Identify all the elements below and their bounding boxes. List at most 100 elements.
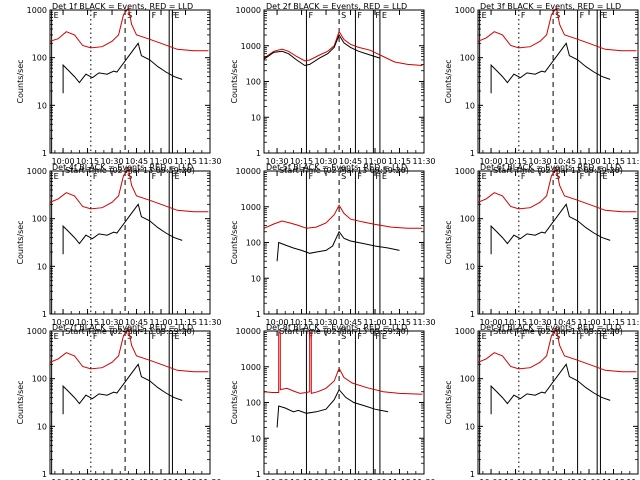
y-axis-label: Counts/sec <box>16 59 25 103</box>
x-tick-label: 10:15 <box>76 478 99 480</box>
x-tick-label: 11:15 <box>174 157 197 166</box>
y-tick-label: 10000 <box>236 327 261 336</box>
lld-series-line <box>49 327 209 373</box>
x-tick-label: 10:15 <box>290 318 313 327</box>
y-tick-label: 100 <box>246 239 261 248</box>
x-tick-label: 10:30 <box>315 157 338 166</box>
interval-marker-label: E <box>54 172 59 181</box>
y-tick-label: 10 <box>251 434 261 443</box>
y-tick-label: 10 <box>465 422 475 431</box>
y-tick-label: 1000 <box>455 327 475 336</box>
y-axis-label: Counts/sec <box>444 59 453 103</box>
plot-frame <box>477 330 639 475</box>
y-tick-label: 100 <box>32 54 47 63</box>
x-tick-label: 10:45 <box>339 478 362 480</box>
interval-marker-label: E <box>54 332 59 341</box>
events-series-line <box>490 363 611 415</box>
interval-marker-label: F <box>357 172 362 181</box>
y-tick-label: 100 <box>460 54 475 63</box>
interval-marker-label: E <box>602 332 607 341</box>
interval-marker-label: F <box>93 11 98 20</box>
interval-marker-label: E <box>482 172 487 181</box>
x-tick-label: 11:00 <box>363 318 386 327</box>
y-tick-label: 1 <box>42 149 47 158</box>
lld-series-line <box>263 204 423 229</box>
x-tick-label: 11:30 <box>626 157 640 166</box>
interval-marker-label: F <box>375 172 380 181</box>
plot-frame <box>477 170 639 315</box>
x-tick-label: 10:30 <box>529 157 552 166</box>
x-tick-label: 11:30 <box>412 157 435 166</box>
interval-marker-label: E <box>174 11 179 20</box>
y-axis-label: Counts/sec <box>444 380 453 424</box>
interval-marker-label: F <box>599 172 604 181</box>
interval-marker-label: F <box>375 11 380 20</box>
y-tick-label: 100 <box>460 375 475 384</box>
interval-marker-label: F <box>308 11 313 20</box>
interval-marker-label: F <box>375 332 380 341</box>
y-axis-label: Counts/sec <box>230 380 239 424</box>
y-axis-label: Counts/sec <box>230 220 239 264</box>
y-tick-label: 1 <box>42 470 47 479</box>
x-tick-label: 10:00 <box>480 478 503 480</box>
interval-marker-label: F <box>171 172 176 181</box>
x-tick-label: 11:00 <box>363 478 386 480</box>
y-axis-label: Counts/sec <box>16 220 25 264</box>
interval-marker-label: F <box>152 172 157 181</box>
events-series-line <box>276 230 400 262</box>
x-tick-label: 10:00 <box>52 157 75 166</box>
interval-marker-label: F <box>580 332 585 341</box>
x-tick-label: 10:45 <box>125 157 148 166</box>
interval-marker-label: S <box>341 172 346 181</box>
x-tick-label: 10:15 <box>504 157 527 166</box>
panel-title: Det 1f BLACK = Events, RED = LLD <box>52 2 193 11</box>
interval-marker-label: F <box>521 172 526 181</box>
x-tick-label: 11:15 <box>174 318 197 327</box>
panel-title: Det 7f BLACK = Events, RED = LLD <box>52 323 193 332</box>
interval-marker-label: F <box>357 332 362 341</box>
x-tick-label: 10:15 <box>290 478 313 480</box>
y-tick-label: 100 <box>460 215 475 224</box>
x-tick-label: 10:45 <box>125 478 148 480</box>
x-tick-label: 10:00 <box>52 478 75 480</box>
y-tick-label: 1000 <box>27 327 47 336</box>
x-tick-label: 10:30 <box>266 157 289 166</box>
interval-marker-label: F <box>580 11 585 20</box>
y-tick-label: 1 <box>470 310 475 319</box>
x-tick-label: 10:30 <box>529 478 552 480</box>
y-tick-label: 1000 <box>241 363 261 372</box>
x-tick-label: 11:15 <box>174 478 197 480</box>
interval-marker-label: F <box>152 11 157 20</box>
events-series-line <box>490 203 611 255</box>
interval-marker-label: F <box>171 11 176 20</box>
x-tick-label: 11:30 <box>198 478 221 480</box>
x-tick-label: 11:00 <box>363 157 386 166</box>
y-tick-label: 1000 <box>241 42 261 51</box>
x-tick-label: 10:30 <box>101 318 124 327</box>
interval-marker-label: E <box>382 11 387 20</box>
y-tick-label: 10 <box>37 262 47 271</box>
y-tick-label: 1 <box>256 310 261 319</box>
interval-marker-label: E <box>174 172 179 181</box>
x-tick-label: 10:00 <box>480 157 503 166</box>
interval-marker-label: F <box>93 172 98 181</box>
y-axis-label: Counts/sec <box>16 380 25 424</box>
x-tick-label: 10:00 <box>266 318 289 327</box>
lld-series-line <box>49 6 209 52</box>
x-tick-label: 10:45 <box>553 478 576 480</box>
x-tick-label: 11:00 <box>149 478 172 480</box>
y-tick-label: 1 <box>256 470 261 479</box>
x-tick-label: 10:30 <box>101 478 124 480</box>
interval-marker-label: F <box>357 11 362 20</box>
x-tick-label: 11:15 <box>388 318 411 327</box>
interval-marker-label: E <box>602 11 607 20</box>
y-tick-label: 100 <box>246 399 261 408</box>
x-tick-label: 11:00 <box>577 157 600 166</box>
y-tick-label: 1000 <box>27 6 47 15</box>
interval-marker-label: E <box>174 332 179 341</box>
y-tick-label: 1 <box>42 310 47 319</box>
plot-frame <box>477 9 639 154</box>
